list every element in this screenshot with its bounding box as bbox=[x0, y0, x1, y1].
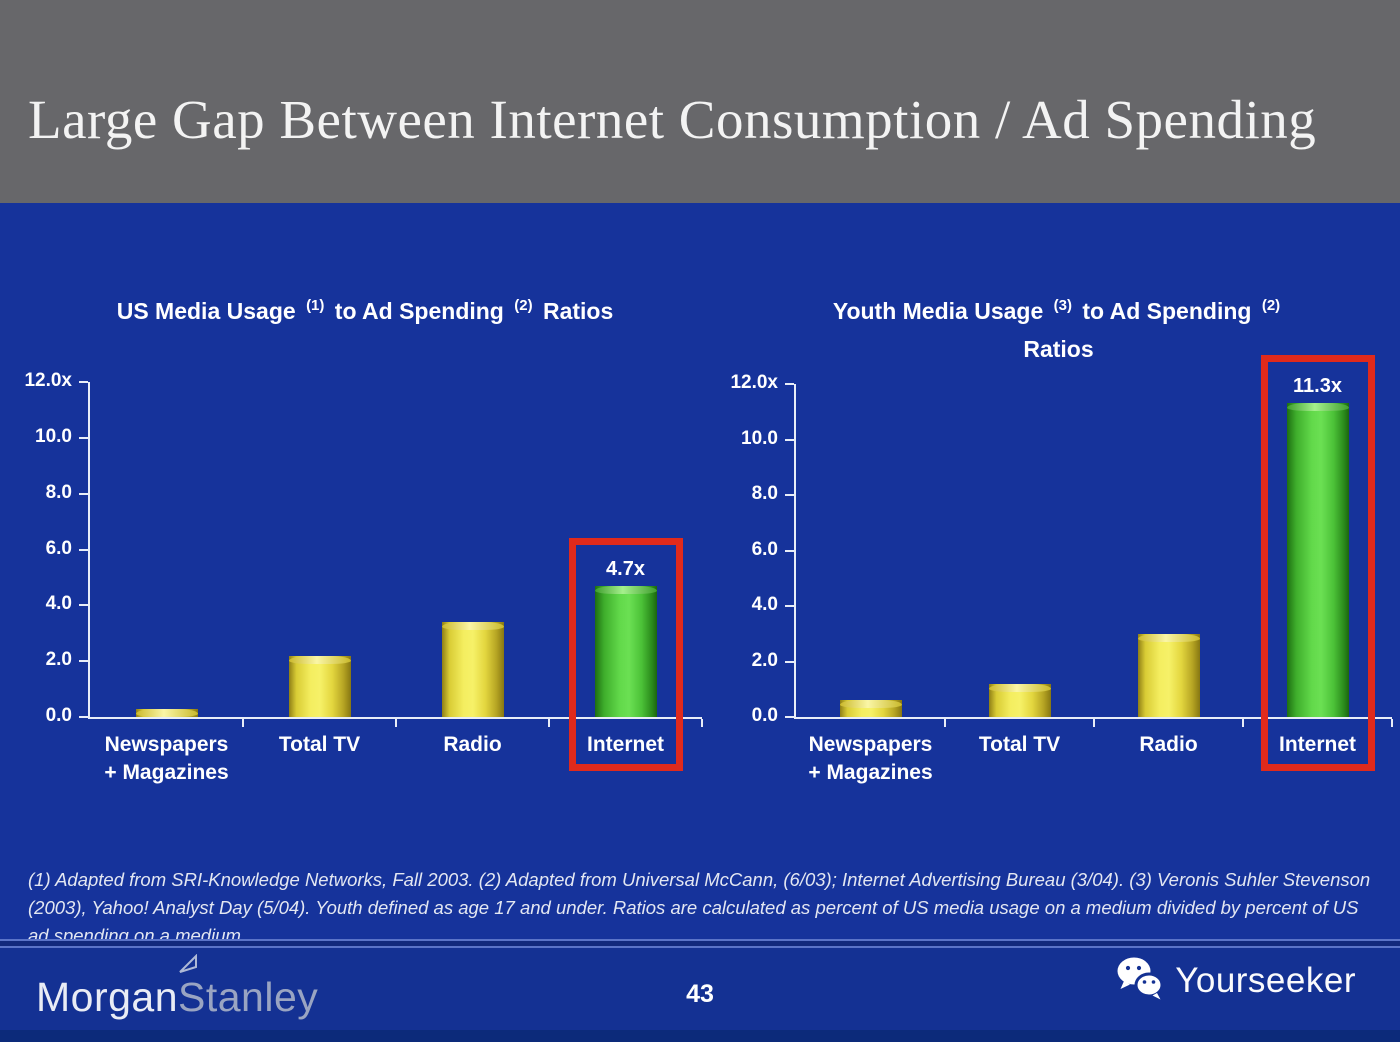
brand-part-2: Stanley bbox=[178, 974, 319, 1020]
category-label: Newspapers + Magazines bbox=[104, 733, 229, 785]
y-axis-label: 0.0 bbox=[751, 705, 778, 726]
y-axis-tick bbox=[785, 716, 794, 718]
y-axis-tick bbox=[79, 492, 88, 495]
slide-title: Large Gap Between Internet Consumption /… bbox=[28, 89, 1317, 150]
title-text: Ratios bbox=[1023, 336, 1094, 362]
category-label: Radio bbox=[1139, 733, 1198, 756]
chart-bar bbox=[288, 655, 351, 717]
slide-header: Large Gap Between Internet Consumption /… bbox=[0, 0, 1400, 203]
footer-separator bbox=[0, 939, 1400, 948]
chart-title: US Media Usage (1) to Ad Spending (2) Ra… bbox=[30, 294, 700, 332]
yourseeker-logo: Yourseeker bbox=[1115, 956, 1356, 1005]
wechat-icon bbox=[1115, 956, 1165, 1005]
category-label: Internet bbox=[586, 733, 664, 756]
slide-footer: Morgan Stanley 43 Yourseeker bbox=[0, 948, 1400, 1042]
title-text: Youth Media Usage bbox=[832, 298, 1050, 324]
title-text: Ratios bbox=[536, 298, 614, 324]
chart-bar bbox=[441, 622, 504, 717]
y-axis-tick bbox=[79, 548, 88, 551]
x-axis-tick bbox=[548, 719, 550, 727]
x-axis-tick bbox=[1391, 719, 1393, 727]
bar-value-label: 4.7x bbox=[606, 557, 645, 580]
title-superscript: (2) bbox=[1261, 297, 1281, 314]
x-axis-tick bbox=[701, 719, 703, 727]
category-label: Total TV bbox=[278, 733, 361, 756]
chart-bar bbox=[594, 585, 657, 717]
y-axis-label: 12.0x bbox=[730, 372, 778, 393]
category-label: Newspapers + Magazines bbox=[808, 733, 933, 785]
y-axis-tick bbox=[79, 436, 88, 439]
watermark-label: Yourseeker bbox=[1175, 960, 1356, 1000]
chart-title: Youth Media Usage (3) to Ad Spending (2)… bbox=[720, 294, 1397, 366]
title-text: to Ad Spending bbox=[1075, 298, 1258, 324]
title-text: to Ad Spending bbox=[328, 298, 511, 324]
y-axis-tick bbox=[79, 604, 88, 607]
chart-bar bbox=[1286, 403, 1349, 717]
y-axis-label: 10.0 bbox=[741, 427, 778, 449]
x-axis-tick bbox=[1093, 719, 1095, 727]
y-axis-tick bbox=[79, 660, 88, 663]
us-media-usage-chart: US Media Usage (1) to Ad Spending (2) Ra… bbox=[24, 272, 703, 840]
chart-bar bbox=[988, 683, 1051, 717]
y-axis-label: 2.0 bbox=[45, 649, 72, 671]
y-axis-tick bbox=[79, 381, 88, 383]
title-superscript: (1) bbox=[306, 297, 325, 314]
y-axis-tick bbox=[785, 549, 794, 552]
y-axis-label: 4.0 bbox=[45, 593, 72, 615]
y-axis-tick bbox=[785, 494, 794, 496]
y-axis-label: 8.0 bbox=[751, 483, 778, 504]
chart-bar bbox=[1137, 633, 1200, 717]
highlight-box bbox=[568, 537, 683, 771]
triangle-flag-icon bbox=[178, 953, 198, 979]
y-axis-label: 10.0 bbox=[35, 425, 72, 447]
y-axis-label: 4.0 bbox=[751, 594, 778, 615]
morgan-stanley-logo: Morgan Stanley bbox=[36, 953, 319, 1021]
x-axis-tick bbox=[242, 719, 244, 727]
brand-part-1: Morgan bbox=[36, 974, 179, 1020]
plot-area: 12.0x 10.0 8.0 6.0 4.0 2.0 0.0 Newspapers + Mag… bbox=[730, 355, 1393, 784]
highlight-box bbox=[1260, 355, 1375, 771]
bottom-strip bbox=[0, 1030, 1400, 1042]
y-axis-tick bbox=[79, 716, 88, 718]
x-axis-tick bbox=[1242, 719, 1244, 727]
y-axis-label: 6.0 bbox=[751, 538, 778, 560]
y-axis-label: 6.0 bbox=[45, 537, 72, 559]
bar-value-label: 11.3x bbox=[1293, 375, 1342, 398]
y-axis-label: 0.0 bbox=[45, 705, 72, 726]
y-axis-label: 8.0 bbox=[45, 481, 72, 503]
y-axis-tick bbox=[785, 605, 794, 607]
y-axis-tick bbox=[785, 660, 794, 663]
y-axis-label: 12.0x bbox=[24, 370, 72, 391]
y-axis-tick bbox=[785, 383, 794, 385]
category-label: Radio bbox=[443, 733, 502, 756]
category-label: Total TV bbox=[978, 733, 1061, 756]
x-axis-tick bbox=[395, 719, 397, 727]
chart-bar bbox=[839, 700, 902, 717]
title-superscript: (2) bbox=[514, 297, 533, 314]
title-superscript: (3) bbox=[1053, 297, 1072, 314]
title-text: US Media Usage bbox=[116, 298, 303, 324]
plot-area: 12.0x 10.0 8.0 6.0 4.0 2.0 0.0 Newspapers + Mag… bbox=[24, 370, 703, 784]
youth-media-usage-chart: Youth Media Usage (3) to Ad Spending (2)… bbox=[720, 272, 1397, 840]
y-axis-label: 2.0 bbox=[751, 649, 778, 671]
y-axis-tick bbox=[785, 438, 794, 441]
chart-bar bbox=[135, 708, 198, 717]
x-axis-tick bbox=[944, 719, 946, 727]
category-label: Internet bbox=[1278, 733, 1356, 756]
footnote: (1) Adapted from SRI-Knowledge Networks,… bbox=[28, 869, 1371, 946]
page-number: 43 bbox=[686, 980, 714, 1008]
